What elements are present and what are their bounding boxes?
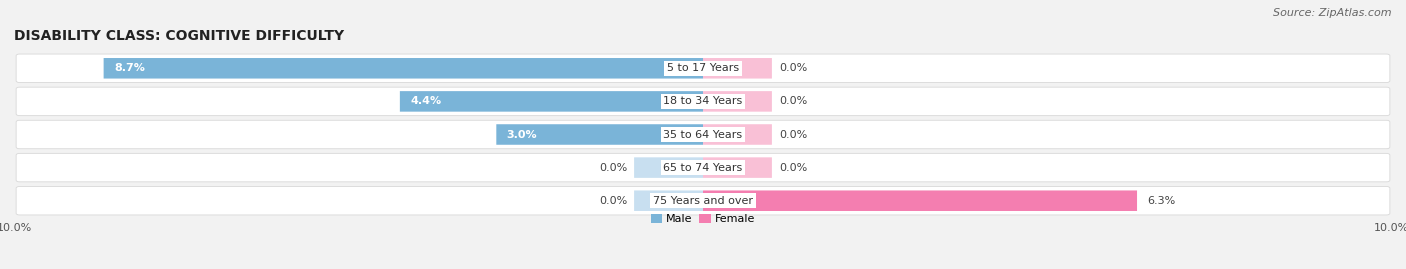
Text: 65 to 74 Years: 65 to 74 Years <box>664 162 742 173</box>
Text: 4.4%: 4.4% <box>411 96 441 107</box>
Text: DISABILITY CLASS: COGNITIVE DIFFICULTY: DISABILITY CLASS: COGNITIVE DIFFICULTY <box>14 29 344 43</box>
Legend: Male, Female: Male, Female <box>647 210 759 229</box>
FancyBboxPatch shape <box>15 87 1391 116</box>
Text: 75 Years and over: 75 Years and over <box>652 196 754 206</box>
Text: 18 to 34 Years: 18 to 34 Years <box>664 96 742 107</box>
FancyBboxPatch shape <box>15 120 1391 149</box>
Text: 3.0%: 3.0% <box>506 129 537 140</box>
FancyBboxPatch shape <box>15 186 1391 215</box>
Text: Source: ZipAtlas.com: Source: ZipAtlas.com <box>1274 8 1392 18</box>
FancyBboxPatch shape <box>15 153 1391 182</box>
FancyBboxPatch shape <box>703 58 772 79</box>
Text: 8.7%: 8.7% <box>114 63 145 73</box>
FancyBboxPatch shape <box>703 91 772 112</box>
FancyBboxPatch shape <box>496 124 703 145</box>
FancyBboxPatch shape <box>104 58 703 79</box>
FancyBboxPatch shape <box>703 190 1137 211</box>
Text: 0.0%: 0.0% <box>779 129 807 140</box>
FancyBboxPatch shape <box>703 157 772 178</box>
Text: 5 to 17 Years: 5 to 17 Years <box>666 63 740 73</box>
Text: 35 to 64 Years: 35 to 64 Years <box>664 129 742 140</box>
Text: 0.0%: 0.0% <box>779 63 807 73</box>
Text: 0.0%: 0.0% <box>779 162 807 173</box>
Text: 0.0%: 0.0% <box>599 162 627 173</box>
FancyBboxPatch shape <box>703 124 772 145</box>
Text: 6.3%: 6.3% <box>1147 196 1175 206</box>
Text: 0.0%: 0.0% <box>779 96 807 107</box>
Text: 0.0%: 0.0% <box>599 196 627 206</box>
FancyBboxPatch shape <box>15 54 1391 83</box>
FancyBboxPatch shape <box>399 91 703 112</box>
FancyBboxPatch shape <box>634 190 703 211</box>
FancyBboxPatch shape <box>634 157 703 178</box>
